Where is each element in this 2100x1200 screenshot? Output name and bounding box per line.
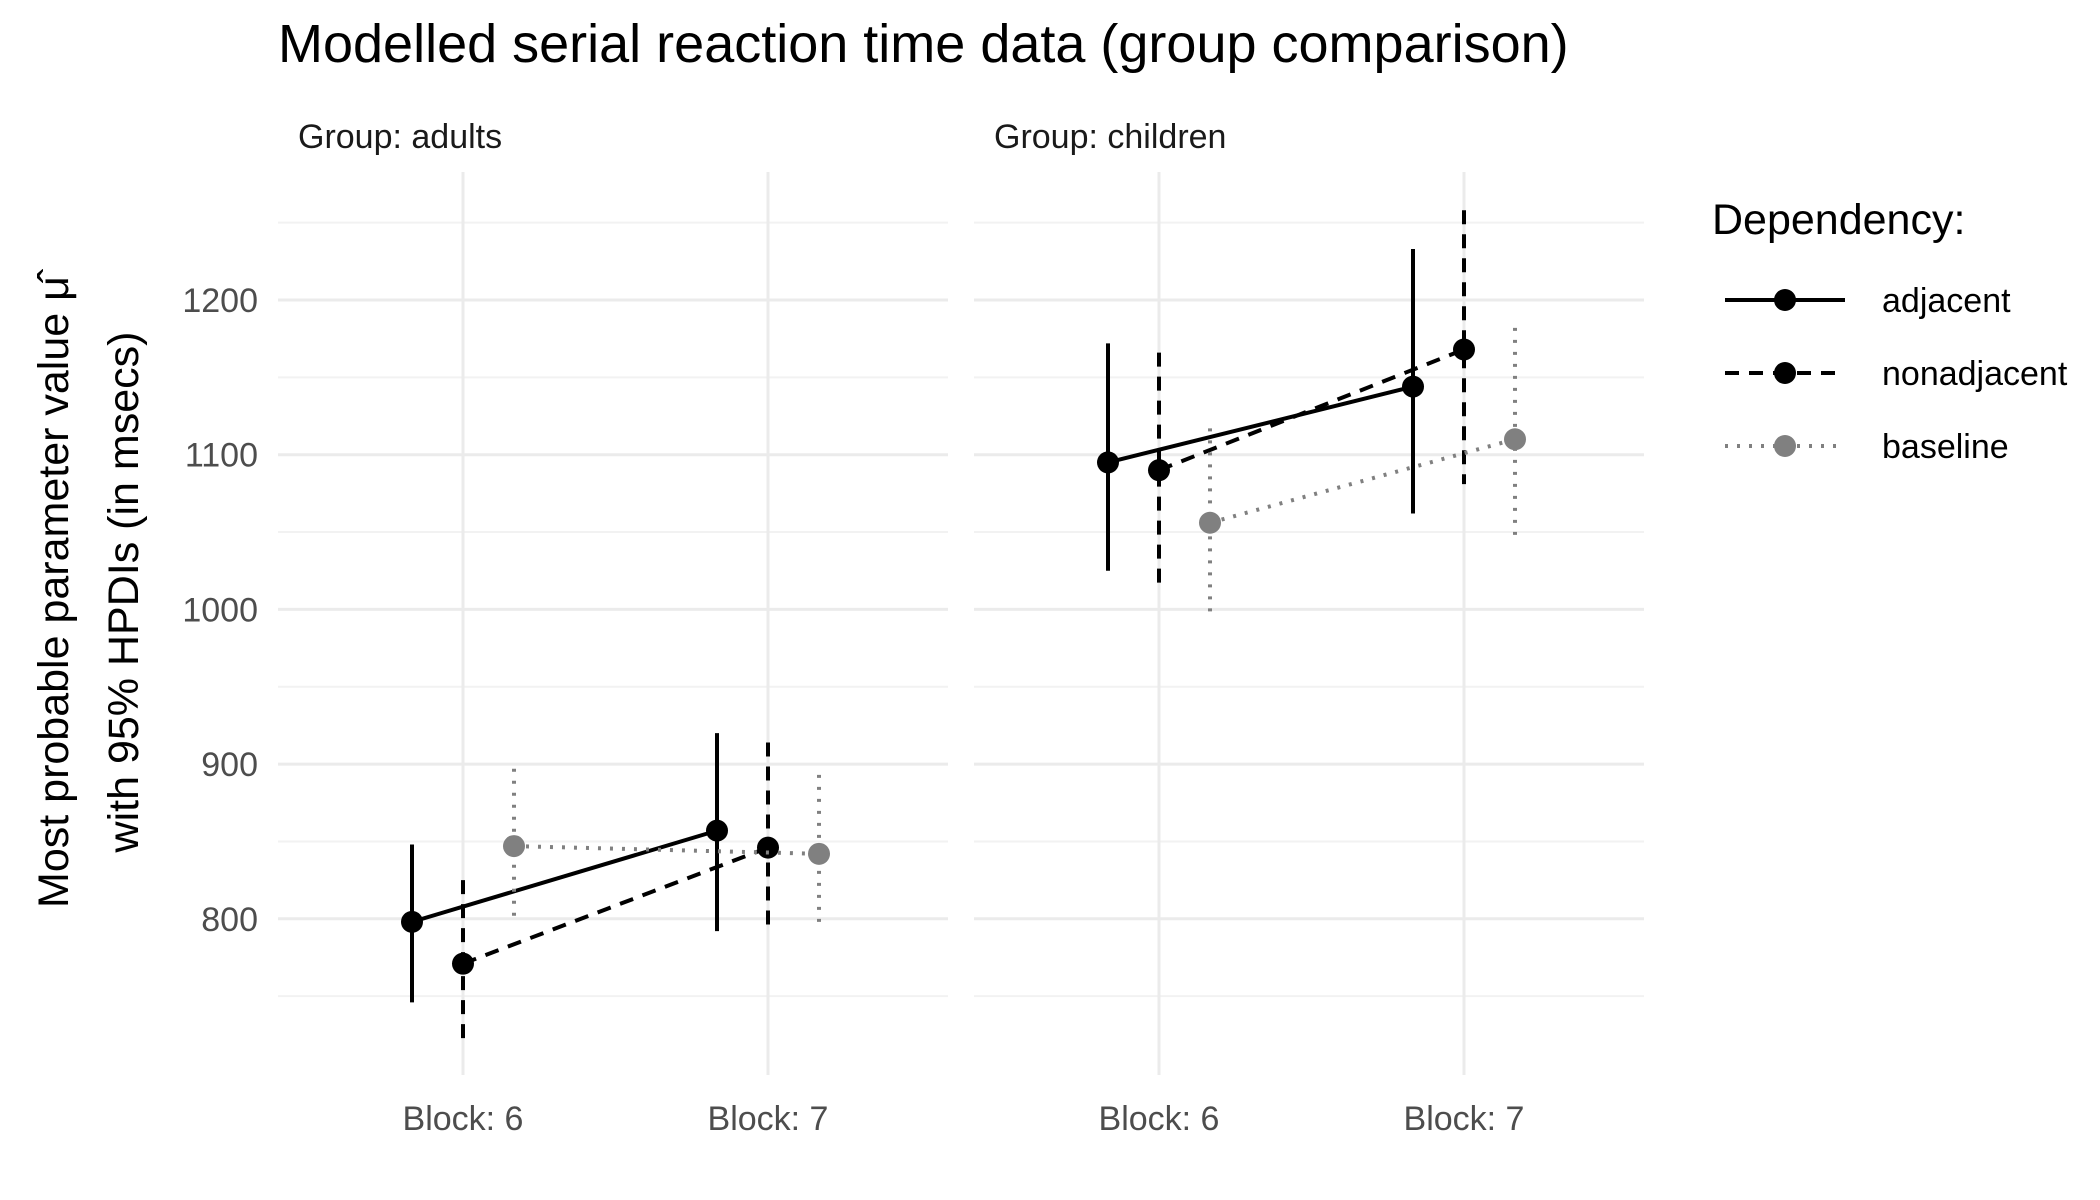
y-tick-label: 1000 bbox=[182, 591, 258, 629]
y-axis-label: Most probable parameter value μ̂ with 95%… bbox=[30, 269, 148, 908]
series-line bbox=[1209, 437, 1516, 525]
data-point bbox=[1504, 428, 1526, 451]
legend-title: Dependency: bbox=[1712, 196, 1965, 244]
series-line bbox=[462, 845, 769, 966]
legend-label: adjacent bbox=[1882, 282, 2011, 320]
x-tick-label: Block: 7 bbox=[1404, 1100, 1525, 1138]
data-point bbox=[452, 952, 474, 975]
facet-label: Group: adults bbox=[298, 118, 502, 156]
legend-key-point bbox=[1774, 435, 1796, 457]
series-baseline bbox=[503, 768, 830, 927]
data-point bbox=[706, 819, 728, 842]
data-point bbox=[1148, 459, 1170, 482]
data-point bbox=[757, 836, 779, 859]
legend-label: nonadjacent bbox=[1882, 355, 2068, 393]
series-adjacent bbox=[1097, 248, 1424, 571]
series-baseline bbox=[1199, 327, 1526, 616]
data-point bbox=[1453, 338, 1475, 361]
series-adjacent bbox=[401, 733, 728, 1003]
legend-entry-adjacent: adjacent bbox=[1725, 282, 2011, 320]
series-line bbox=[411, 828, 718, 924]
data-point bbox=[808, 842, 830, 865]
legend-key-point bbox=[1774, 362, 1796, 384]
series-nonadjacent bbox=[452, 742, 779, 1040]
data-point bbox=[503, 835, 525, 858]
legend: Dependency: adjacent nonadjacent baseline bbox=[1712, 196, 2068, 466]
series-line bbox=[513, 844, 820, 856]
series-line bbox=[1158, 347, 1465, 473]
x-tick-label: Block: 6 bbox=[403, 1100, 524, 1138]
chart-title: Modelled serial reaction time data (grou… bbox=[278, 14, 1569, 74]
facet-label: Group: children bbox=[994, 118, 1226, 156]
series-line bbox=[1107, 384, 1414, 465]
y-tick-label: 1100 bbox=[185, 437, 258, 475]
legend-key-point bbox=[1774, 289, 1796, 311]
data-point bbox=[401, 910, 423, 933]
y-tick-label: 900 bbox=[201, 746, 258, 784]
facet-panel-0: Block: 6 Block: 7 Group: adults bbox=[278, 118, 948, 1138]
y-axis-label-line2: with 95% HPDIs (in msecs) bbox=[100, 332, 148, 854]
x-tick-label: Block: 6 bbox=[1099, 1100, 1220, 1138]
svg-text:Most probable parameter valueμ: Most probable parameter value μ̂ bbox=[30, 269, 78, 908]
legend-label: baseline bbox=[1882, 428, 2009, 466]
y-tick-label: 800 bbox=[201, 901, 258, 939]
legend-entry-nonadjacent: nonadjacent bbox=[1725, 355, 2068, 393]
x-tick-label: Block: 7 bbox=[708, 1100, 829, 1138]
y-axis-label-symbol: μ̂ bbox=[30, 269, 78, 301]
facet-panel-1: Block: 6 Block: 7 Group: children bbox=[974, 118, 1644, 1138]
y-axis-label-line1: Most probable parameter value bbox=[30, 313, 78, 908]
legend-entry-baseline: baseline bbox=[1725, 428, 2009, 466]
data-point bbox=[1199, 511, 1221, 534]
data-point bbox=[1097, 451, 1119, 474]
series-nonadjacent bbox=[1148, 210, 1475, 584]
data-point bbox=[1402, 375, 1424, 398]
y-tick-label: 1200 bbox=[182, 282, 258, 320]
